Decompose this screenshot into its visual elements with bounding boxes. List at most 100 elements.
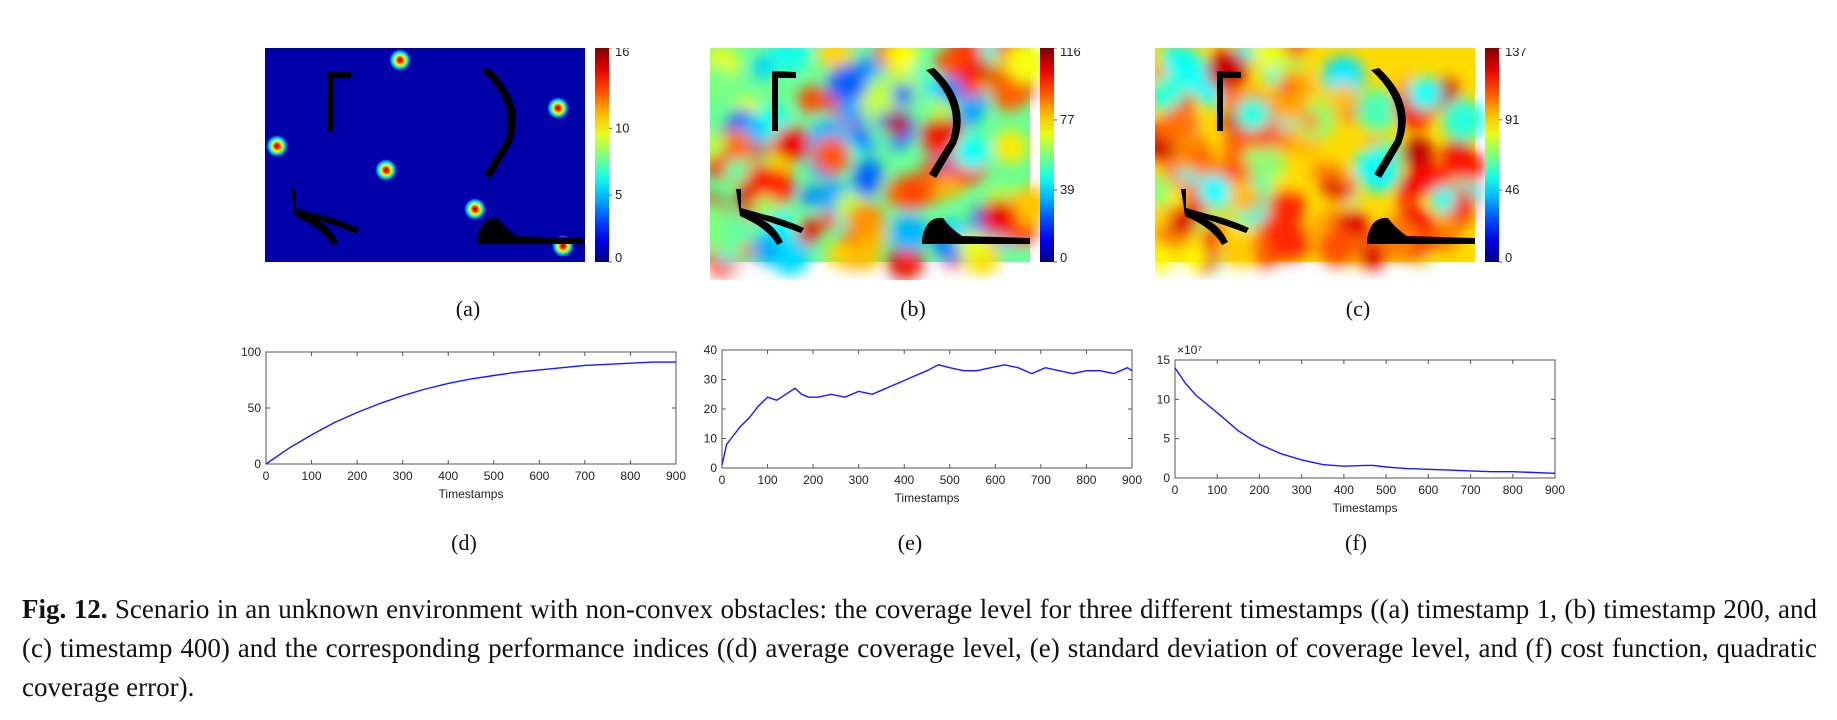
heatmap-b: 116 77 39 0 bbox=[710, 48, 1081, 280]
x-tick-label: 200 bbox=[1249, 483, 1269, 497]
x-axis-label: Timestamps bbox=[895, 491, 960, 505]
x-tick-label: 300 bbox=[393, 469, 413, 483]
x-tick-label: 400 bbox=[894, 473, 914, 487]
x-tick-label: 700 bbox=[1031, 473, 1051, 487]
x-tick-label: 500 bbox=[1376, 483, 1396, 497]
x-tick-label: 600 bbox=[529, 469, 549, 483]
figure-caption: Fig. 12. Scenario in an unknown environm… bbox=[22, 590, 1817, 707]
obstacle-wedge bbox=[922, 217, 1030, 244]
y-tick-label: 10 bbox=[704, 432, 718, 446]
x-tick-label: 400 bbox=[438, 469, 458, 483]
x-tick-label: 300 bbox=[1292, 483, 1312, 497]
plot-frame bbox=[265, 351, 677, 465]
x-tick-label: 400 bbox=[1334, 483, 1354, 497]
colorbar-tick-label: 91 bbox=[1505, 112, 1519, 127]
y-tick-label: 15 bbox=[1157, 353, 1171, 367]
agent-spot bbox=[375, 159, 397, 181]
line-chart-d: 0 100 200 300 400 500 600 700 800 900 0 50 100 Timest… bbox=[241, 345, 686, 501]
x-tick-label: 500 bbox=[484, 469, 504, 483]
subfigure-label-a: (a) bbox=[455, 296, 481, 321]
x-tick-label: 200 bbox=[347, 469, 367, 483]
y-tick-label: 0 bbox=[710, 461, 717, 475]
x-tick-label: 600 bbox=[985, 473, 1005, 487]
x-tick-label: 700 bbox=[1461, 483, 1481, 497]
y-tick-label: 0 bbox=[254, 457, 261, 471]
x-tick-label: 900 bbox=[1122, 473, 1142, 487]
coverage-field bbox=[710, 48, 1050, 280]
colorbar-tick-label: 116 bbox=[1060, 48, 1081, 59]
x-tick-label: 0 bbox=[1172, 483, 1179, 497]
obstacle-hook bbox=[1181, 189, 1249, 245]
x-tick-label: 900 bbox=[666, 469, 686, 483]
plot-frame bbox=[721, 349, 1133, 469]
colorbar-tick-label: 0 bbox=[615, 250, 622, 265]
y-tick-label: 100 bbox=[241, 345, 261, 359]
y-axis-multiplier: ×10⁷ bbox=[1177, 343, 1202, 357]
x-tick-label: 100 bbox=[1207, 483, 1227, 497]
x-tick-label: 900 bbox=[1545, 483, 1565, 497]
agent-spot bbox=[547, 97, 569, 119]
x-tick-label: 300 bbox=[849, 473, 869, 487]
obstacle-hook bbox=[736, 189, 804, 245]
subfigure-label-d: (d) bbox=[451, 530, 477, 555]
colorbar-tick-label: 10 bbox=[615, 120, 629, 135]
x-axis-label: Timestamps bbox=[439, 487, 504, 501]
subfigure-label-b: (b) bbox=[900, 296, 926, 321]
x-tick-label: 800 bbox=[1076, 473, 1096, 487]
colorbar-tick-label: 0 bbox=[1060, 250, 1067, 265]
obstacle-hook bbox=[291, 189, 359, 245]
obstacle-arc bbox=[1371, 68, 1406, 178]
x-tick-label: 200 bbox=[803, 473, 823, 487]
heatmap-a: 16 10 5 0 bbox=[265, 48, 629, 265]
obstacle-arc bbox=[481, 68, 516, 178]
y-tick-label: 50 bbox=[248, 401, 262, 415]
series-line bbox=[265, 361, 676, 465]
plot-frame bbox=[1174, 359, 1556, 479]
colorbar bbox=[595, 48, 609, 262]
y-tick-label: 5 bbox=[1163, 432, 1170, 446]
subfigure-label-e: (e) bbox=[897, 530, 923, 555]
x-tick-label: 600 bbox=[1418, 483, 1438, 497]
x-tick-label: 0 bbox=[263, 469, 270, 483]
x-tick-label: 700 bbox=[575, 469, 595, 483]
colorbar bbox=[1040, 48, 1054, 262]
agent-spot bbox=[266, 135, 288, 157]
x-tick-label: 0 bbox=[719, 473, 726, 487]
obstacle-wedge bbox=[1367, 217, 1475, 244]
subfigure-label-f: (f) bbox=[1345, 530, 1367, 555]
colorbar-tick-label: 46 bbox=[1505, 182, 1519, 197]
x-tick-label: 800 bbox=[620, 469, 640, 483]
y-tick-label: 30 bbox=[704, 373, 718, 387]
obstacle-arc bbox=[926, 68, 961, 178]
y-tick-label: 20 bbox=[704, 402, 718, 416]
x-tick-label: 100 bbox=[758, 473, 778, 487]
line-chart-e: 0 100 200 300 400 500 600 700 800 900 0 10 20 30 40 Tim… bbox=[704, 343, 1143, 505]
x-tick-label: 500 bbox=[940, 473, 960, 487]
series-line bbox=[1174, 367, 1556, 474]
line-chart-f: 0 100 200 300 400 500 600 700 800 900 0 5 10 15 ×10⁷ Ti… bbox=[1157, 343, 1566, 515]
colorbar-tick-label: 77 bbox=[1060, 112, 1074, 127]
y-tick-label: 10 bbox=[1157, 392, 1171, 406]
obstacle-bracket bbox=[327, 71, 351, 131]
colorbar-tick-label: 0 bbox=[1505, 250, 1512, 265]
x-tick-label: 100 bbox=[302, 469, 322, 483]
x-tick-label: 800 bbox=[1503, 483, 1523, 497]
obstacle-wedge bbox=[477, 217, 585, 244]
coverage-field bbox=[265, 48, 585, 262]
caption-text: Scenario in an unknown environment with … bbox=[22, 594, 1817, 702]
y-tick-label: 40 bbox=[704, 343, 718, 357]
agent-spot bbox=[389, 49, 411, 71]
colorbar-tick-label: 39 bbox=[1060, 182, 1074, 197]
x-axis-label: Timestamps bbox=[1333, 501, 1398, 515]
colorbar-tick-label: 137 bbox=[1505, 48, 1527, 59]
series-line bbox=[721, 364, 1133, 466]
colorbar-tick-label: 5 bbox=[615, 187, 622, 202]
caption-figure-number: Fig. 12. bbox=[22, 594, 108, 624]
colorbar bbox=[1485, 48, 1499, 262]
y-tick-label: 0 bbox=[1163, 471, 1170, 485]
colorbar-tick-label: 16 bbox=[615, 48, 629, 59]
heatmap-c: 137 91 46 0 bbox=[1155, 48, 1527, 274]
agent-spot bbox=[464, 198, 486, 220]
obstacle-bracket bbox=[1217, 71, 1241, 131]
subfigure-label-c: (c) bbox=[1345, 296, 1371, 321]
